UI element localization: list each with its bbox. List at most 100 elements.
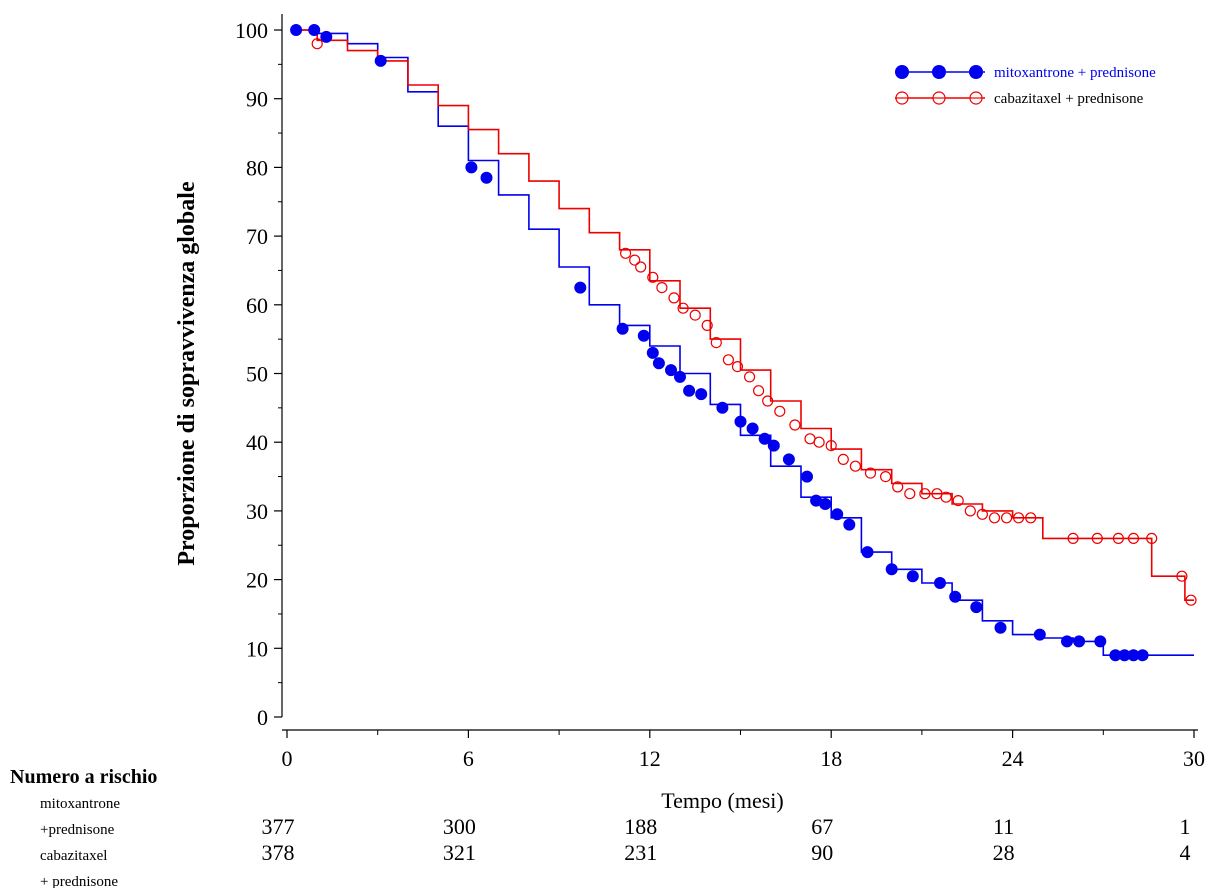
mitoxantrone-censor-marker bbox=[819, 498, 832, 510]
x-tick-label: 0 bbox=[282, 746, 293, 771]
cabazitaxel-censor-marker bbox=[804, 433, 816, 445]
mitoxantrone-risk-count: 67 bbox=[811, 814, 833, 839]
mitoxantrone-censor-marker bbox=[374, 54, 387, 67]
mitoxantrone-legend-marker bbox=[895, 65, 909, 79]
cabazitaxel-censor-marker bbox=[743, 371, 756, 383]
y-tick-label: 40 bbox=[246, 430, 268, 455]
y-tick-label: 0 bbox=[257, 705, 268, 730]
y-tick-label: 30 bbox=[246, 499, 268, 524]
cabazitaxel-censor-marker bbox=[988, 512, 1001, 524]
cabazitaxel-censor-marker bbox=[1185, 594, 1197, 606]
risk-table: Numero a rischio mitoxantrone +prednisone 3… bbox=[10, 766, 1191, 888]
cabazitaxel-censor-marker bbox=[311, 38, 323, 50]
cabazitaxel-legend-label: cabazitaxel + prednisone bbox=[994, 91, 1144, 107]
cabazitaxel-censor-marker bbox=[813, 436, 825, 448]
cabazitaxel-censor-marker bbox=[1091, 532, 1103, 545]
mitoxantrone-censor-marker bbox=[767, 439, 780, 452]
mitoxantrone-risk-label: +prednisone bbox=[40, 822, 115, 838]
cabazitaxel-censor-marker bbox=[710, 337, 722, 349]
cabazitaxel-censor-marker bbox=[1012, 512, 1025, 524]
cabazitaxel-censor-marker bbox=[1127, 532, 1140, 545]
y-tick-label: 50 bbox=[246, 362, 268, 387]
cabazitaxel-risk-count: 28 bbox=[993, 840, 1015, 865]
mitoxantrone-censor-marker bbox=[465, 161, 478, 174]
cabazitaxel-censor-marker bbox=[635, 261, 647, 273]
mitoxantrone-censor-marker bbox=[716, 401, 729, 414]
mitoxantrone-legend-label: mitoxantrone + prednisone bbox=[994, 65, 1156, 81]
mitoxantrone-censor-marker bbox=[782, 453, 795, 466]
mitoxantrone-legend-marker bbox=[932, 65, 946, 79]
cabazitaxel-risk-label: cabazitaxel bbox=[40, 848, 107, 864]
mitoxantrone-censor-marker bbox=[652, 357, 665, 370]
cabazitaxel-censor-marker bbox=[722, 354, 735, 366]
cabazitaxel-censor-marker bbox=[668, 292, 680, 304]
mitoxantrone-censor-marker bbox=[637, 329, 650, 342]
cabazitaxel-risk-label: + prednisone bbox=[40, 874, 118, 888]
cabazitaxel-risk-count: 231 bbox=[624, 840, 657, 865]
cabazitaxel-censor-marker bbox=[619, 247, 632, 259]
cabazitaxel-risk-count: 321 bbox=[443, 840, 476, 865]
survival-curves bbox=[296, 29, 1194, 656]
cabazitaxel-censor-marker bbox=[952, 495, 964, 507]
y-tick-label: 90 bbox=[246, 87, 268, 112]
cabazitaxel-censor-marker bbox=[731, 361, 744, 373]
cabazitaxel-curve bbox=[296, 29, 1194, 601]
cabazitaxel-censor-marker bbox=[825, 440, 837, 452]
y-tick-label: 10 bbox=[246, 636, 268, 661]
y-tick-label: 100 bbox=[235, 18, 268, 43]
cabazitaxel-censor-marker bbox=[849, 460, 862, 472]
mitoxantrone-censor-marker bbox=[308, 24, 321, 36]
x-axis: 0 6 12 18 24 30 Tempo (mesi) bbox=[282, 729, 1205, 813]
mitoxantrone-censor-marker bbox=[1073, 635, 1086, 648]
mitoxantrone-censor-marker bbox=[695, 388, 708, 401]
cabazitaxel-censor-marker bbox=[864, 467, 877, 479]
cabazitaxel-censor-marker bbox=[1176, 570, 1188, 582]
cabazitaxel-censor-marker bbox=[904, 488, 916, 500]
mitoxantrone-censor-marker bbox=[665, 364, 677, 377]
cabazitaxel-censor-marker bbox=[1112, 532, 1125, 545]
cabazitaxel-censor-marker bbox=[837, 453, 849, 465]
mitoxantrone-censor-marker bbox=[861, 546, 874, 559]
censor-markers bbox=[290, 24, 1197, 662]
y-tick-label: 20 bbox=[246, 568, 268, 593]
mitoxantrone-censor-marker bbox=[994, 621, 1007, 634]
mitoxantrone-censor-marker bbox=[746, 422, 759, 435]
y-tick-label: 60 bbox=[246, 293, 268, 318]
cabazitaxel-censor-marker bbox=[964, 505, 976, 517]
mitoxantrone-risk-count: 188 bbox=[624, 814, 657, 839]
mitoxantrone-censor-marker bbox=[646, 346, 659, 359]
mitoxantrone-censor-marker bbox=[1061, 635, 1073, 648]
cabazitaxel-censor-marker bbox=[1146, 532, 1158, 545]
x-tick-label: 30 bbox=[1183, 746, 1205, 771]
x-tick-label: 24 bbox=[1002, 746, 1024, 771]
cabazitaxel-censor-marker bbox=[752, 385, 765, 397]
cabazitaxel-censor-marker bbox=[789, 419, 801, 431]
cabazitaxel-censor-marker bbox=[629, 254, 641, 266]
mitoxantrone-censor-marker bbox=[616, 322, 629, 335]
mitoxantrone-censor-marker bbox=[734, 415, 747, 428]
cabazitaxel-censor-marker bbox=[919, 488, 931, 500]
legend: mitoxantrone + prednisone cabazitaxel + p… bbox=[895, 65, 1156, 107]
cabazitaxel-risk-count: 378 bbox=[262, 840, 295, 865]
cabazitaxel-censor-marker bbox=[647, 271, 659, 283]
y-axis-title: Proporzione di sopravvivenza globale bbox=[174, 181, 200, 566]
mitoxantrone-censor-marker bbox=[885, 563, 898, 576]
cabazitaxel-censor-marker bbox=[1025, 512, 1037, 524]
y-axis: 0 10 20 30 40 50 60 70 80 90 100 Proporzione di sop… bbox=[174, 14, 283, 730]
mitoxantrone-risk-count: 1 bbox=[1180, 814, 1191, 839]
mitoxantrone-censor-marker bbox=[906, 570, 919, 583]
cabazitaxel-risk-count: 90 bbox=[811, 840, 833, 865]
cabazitaxel-censor-marker bbox=[1067, 532, 1079, 545]
mitoxantrone-censor-marker bbox=[480, 171, 493, 184]
cabazitaxel-censor-marker bbox=[762, 395, 774, 407]
cabazitaxel-censor-marker bbox=[1000, 512, 1013, 524]
cabazitaxel-censor-marker bbox=[701, 319, 713, 331]
mitoxantrone-censor-marker bbox=[843, 518, 856, 531]
x-tick-label: 12 bbox=[639, 746, 661, 771]
cabazitaxel-censor-marker bbox=[940, 491, 952, 503]
mitoxantrone-risk-count: 300 bbox=[443, 814, 476, 839]
cabazitaxel-censor-marker bbox=[976, 508, 989, 520]
cabazitaxel-censor-marker bbox=[689, 309, 701, 321]
mitoxantrone-risk-count: 377 bbox=[262, 814, 295, 839]
